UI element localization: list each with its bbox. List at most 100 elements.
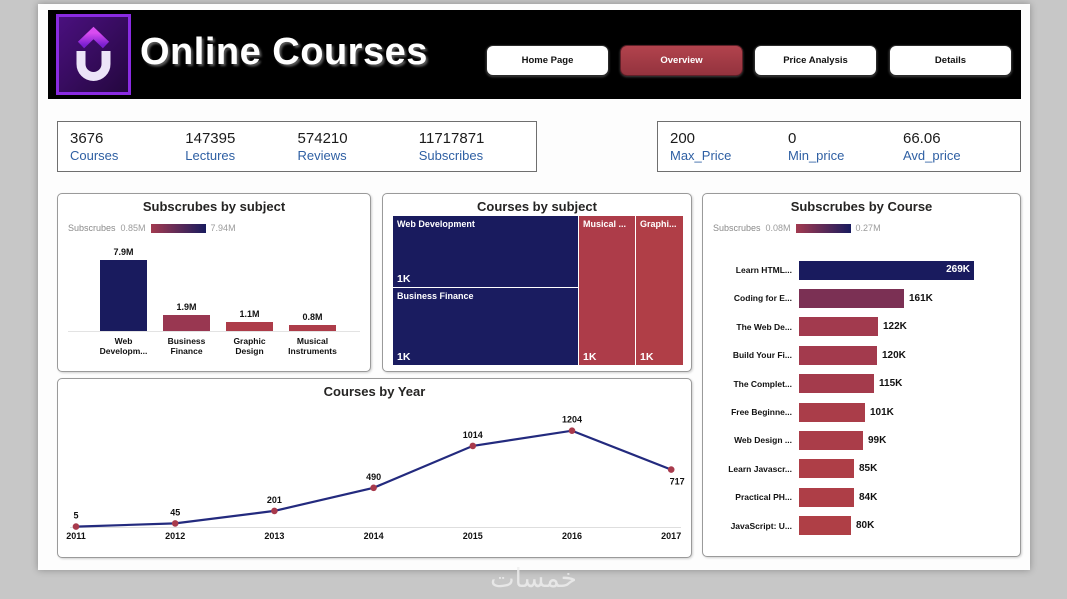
kpi-avd-price: 66.06 Avd_price <box>903 130 1013 163</box>
bar-value-label: 1.9M <box>176 302 197 312</box>
hbar-category-label: Learn Javascr... <box>728 463 792 474</box>
treemap-value-label: 1K <box>640 351 654 363</box>
bar-value-label: 1.1M <box>239 309 260 319</box>
treemap-block-3[interactable]: Graphi... 1K <box>636 216 683 365</box>
kpi-value: 0 <box>788 130 797 147</box>
data-point-0[interactable] <box>72 523 80 530</box>
chart-card-subscribes-by-course: Subscrubes by Course Subscrubes 0.08M 0.… <box>702 193 1021 557</box>
data-label: 1014 <box>463 430 483 440</box>
kpi-value: 66.06 <box>903 130 941 147</box>
bar-category-label: Business Finance <box>167 336 206 357</box>
bar-3[interactable] <box>289 325 336 332</box>
data-point-1[interactable] <box>171 520 179 527</box>
chart-title: Courses by Year <box>323 384 426 399</box>
hbar-5[interactable] <box>799 402 865 422</box>
line-chart-svg: 5 2011 45 2012 201 2013 490 2014 1014 2015 1204 201… <box>66 415 684 541</box>
hbar-value-label: 269K <box>946 263 970 275</box>
hbar-row-7: Learn Javascr... 85K <box>711 455 1014 483</box>
treemap-label: Business Finance <box>397 291 474 301</box>
hbar-category-label: Coding for E... <box>733 293 792 304</box>
kpi-label: Subscribes <box>418 148 484 163</box>
hbar-3[interactable] <box>799 345 877 365</box>
kpi-max-price: 200 Max_Price <box>670 130 788 163</box>
treemap-block-2[interactable]: Musical ... 1K <box>579 216 635 365</box>
hbar-7[interactable] <box>799 459 854 479</box>
bar-group-1: 1.9M Business Finance <box>163 302 210 356</box>
kpi-value: 147395 <box>185 130 236 147</box>
data-point-5[interactable] <box>568 427 576 434</box>
hbar-value-label: 99K <box>868 434 887 446</box>
legend-gradient-bar <box>150 223 206 233</box>
data-point-2[interactable] <box>271 507 278 515</box>
bar-1[interactable] <box>163 315 210 332</box>
treemap-label: Graphi... <box>640 219 677 229</box>
legend-gradient-bar <box>795 223 851 233</box>
x-axis-label: 2017 <box>661 531 681 541</box>
kpi-label: Min_price <box>788 148 845 163</box>
hbar-0[interactable]: 269K <box>799 260 974 280</box>
kpi-value: 3676 <box>70 130 104 147</box>
app-logo <box>56 14 131 95</box>
hbar-value-label: 120K <box>882 349 906 361</box>
hbar-value-label: 101K <box>870 406 894 418</box>
nav-button-overview[interactable]: Overview <box>620 45 743 76</box>
hbar-category-label: The Complet... <box>733 378 792 389</box>
bar-2[interactable] <box>226 322 273 332</box>
kpi-lectures: 147395 Lectures <box>185 130 297 163</box>
bar-0[interactable] <box>100 260 147 332</box>
header-bar: Online Courses Home Page Overview Price An… <box>48 10 1021 99</box>
nav-button-price-analysis[interactable]: Price Analysis <box>754 45 877 76</box>
hbar-row-3: Build Your Fi... 120K <box>711 341 1014 369</box>
hbar-category-label: Learn HTML... <box>735 265 792 275</box>
legend-min-value: 0.08M <box>765 223 791 233</box>
line-chart-plot: 5 2011 45 2012 201 2013 490 2014 1014 2015 1204 201… <box>58 379 693 559</box>
hbar-9[interactable] <box>799 516 851 536</box>
hbar-value-label: 122K <box>883 321 907 333</box>
kpi-label: Reviews <box>297 148 347 163</box>
kpi-value: 574210 <box>297 130 348 147</box>
nav-button-details[interactable]: Details <box>889 45 1012 76</box>
hbar-8[interactable] <box>799 487 854 507</box>
hbar-2[interactable] <box>799 317 878 337</box>
hbar-row-4: The Complet... 115K <box>711 370 1014 398</box>
chart-card-courses-by-subject: Courses by subject Web Development 1K Busi… <box>382 193 692 372</box>
hbar-6[interactable] <box>799 430 863 450</box>
hbar-1[interactable] <box>799 288 904 308</box>
hbar-row-0: Learn HTML... 269K <box>711 256 1014 284</box>
hbar-row-1: Coding for E... 161K <box>711 284 1014 312</box>
hbar-category-label: Practical PH... <box>735 492 792 503</box>
hbar-category-label: JavaScript: U... <box>730 520 792 531</box>
nav-button-home-page[interactable]: Home Page <box>486 45 609 76</box>
data-label: 45 <box>170 507 180 517</box>
bar-group-0: 7.9M Web Developm... <box>100 247 148 356</box>
hbar-value-label: 80K <box>856 520 875 532</box>
treemap-label: Web Development <box>397 219 475 229</box>
kpi-value: 200 <box>670 130 696 147</box>
x-axis-label: 2013 <box>264 531 284 541</box>
data-point-4[interactable] <box>469 442 477 450</box>
treemap-label: Musical ... <box>583 219 627 229</box>
kpi-card-price-metrics: 200 Max_Price 0 Min_price 66.06 Avd_price <box>657 121 1021 172</box>
hbar-category-label: Web Design ... <box>734 435 792 446</box>
treemap-block-1[interactable]: Business Finance 1K <box>393 288 578 365</box>
kpi-card-course-metrics: 3676 Courses 147395 Lectures 574210 Reviews 11… <box>57 121 537 172</box>
hbar-4[interactable] <box>799 374 874 394</box>
kpi-reviews: 574210 Reviews <box>298 130 419 163</box>
chart-card-courses-by-year: Courses by Year 5 2011 45 2012 201 2013 490 201… <box>57 378 692 558</box>
color-legend: Subscrubes 0.08M 0.27M <box>713 223 881 233</box>
hbar-value-label: 84K <box>859 491 878 503</box>
kpi-courses: 3676 Courses <box>70 130 185 163</box>
data-label: 5 <box>73 511 78 521</box>
data-point-3[interactable] <box>370 484 377 492</box>
kpi-label: Lectures <box>185 148 236 163</box>
treemap-value-label: 1K <box>583 351 597 363</box>
x-axis-label: 2016 <box>562 531 582 541</box>
hbar-row-5: Free Beginne... 101K <box>711 398 1014 426</box>
hbar-value-label: 115K <box>879 378 903 390</box>
bar-category-label: Web Developm... <box>99 336 148 357</box>
data-point-6[interactable] <box>667 466 675 473</box>
treemap-block-0[interactable]: Web Development 1K <box>393 216 578 287</box>
bar-category-label: Musical Instruments <box>288 336 337 357</box>
legend-max-value: 7.94M <box>210 223 236 233</box>
